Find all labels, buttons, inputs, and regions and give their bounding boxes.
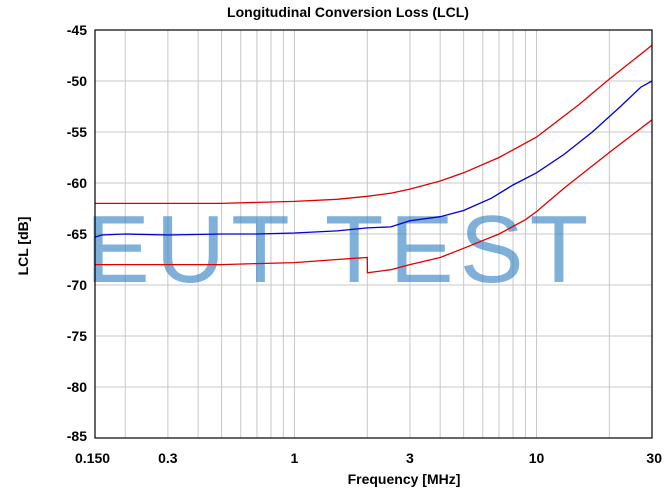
x-tick-label: 0.3 bbox=[158, 450, 178, 466]
watermark: EUT TEST bbox=[86, 196, 595, 303]
y-tick-label: -80 bbox=[67, 379, 87, 395]
y-tick-label: -75 bbox=[67, 328, 87, 344]
x-tick-label: 3 bbox=[406, 450, 414, 466]
x-tick-label: 0.150 bbox=[75, 450, 110, 466]
y-tick-label: -60 bbox=[67, 175, 87, 191]
plot-frame bbox=[94, 29, 653, 439]
y-tick-label: -45 bbox=[67, 22, 87, 38]
x-tick-label: 30 bbox=[646, 450, 662, 466]
y-axis-label: LCL [dB] bbox=[15, 217, 31, 276]
series-line-1 bbox=[95, 44, 653, 205]
y-tick-label: -55 bbox=[67, 124, 87, 140]
y-tick-label: -50 bbox=[67, 73, 87, 89]
chart-title: Longitudinal Conversion Loss (LCL) bbox=[227, 4, 469, 20]
x-tick-label: 10 bbox=[529, 450, 545, 466]
x-axis-label: Frequency [MHz] bbox=[348, 471, 461, 487]
y-tick-label: -65 bbox=[67, 226, 87, 242]
y-tick-label: -70 bbox=[67, 277, 87, 293]
series-line-3 bbox=[95, 119, 653, 274]
y-tick-label: -85 bbox=[67, 428, 87, 444]
series-line-2 bbox=[94, 80, 653, 238]
x-tick-label: 1 bbox=[291, 450, 299, 466]
